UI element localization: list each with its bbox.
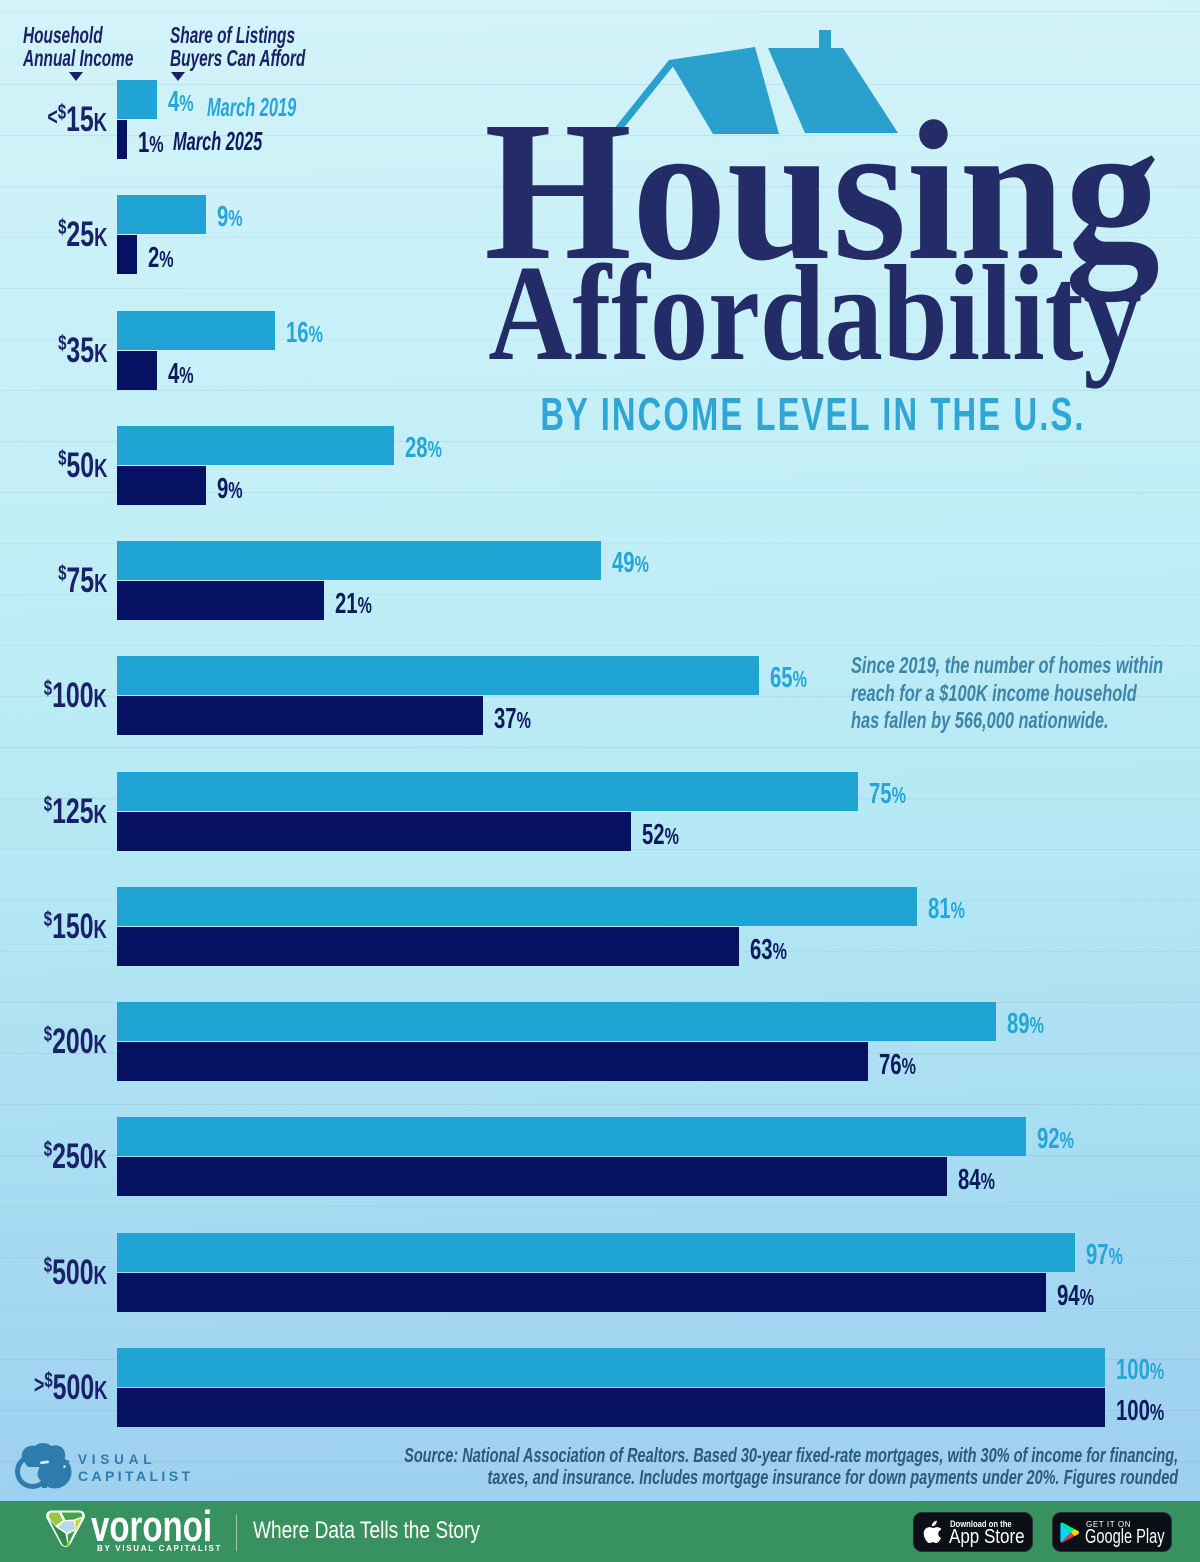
svg-text:VISUAL: VISUAL	[78, 1452, 156, 1467]
svg-text:CAPITALIST: CAPITALIST	[78, 1468, 193, 1484]
